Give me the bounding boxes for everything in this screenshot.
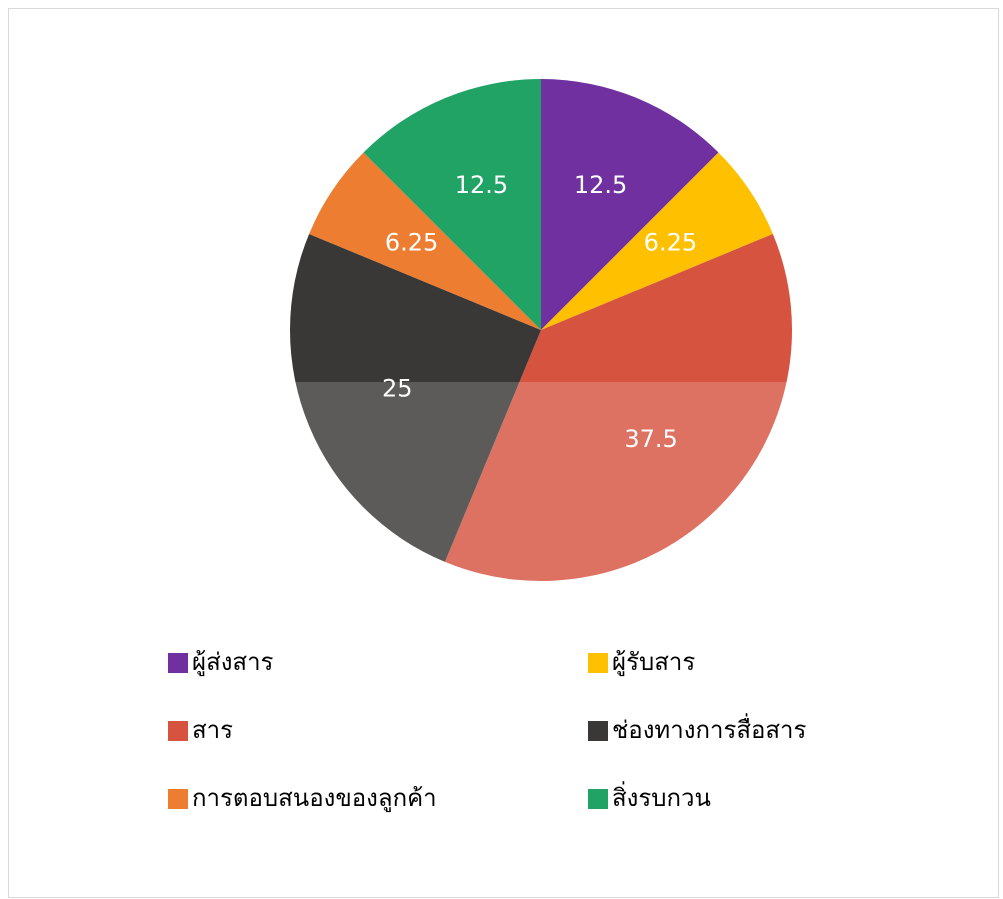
legend-label: สิ่งรบกวน bbox=[612, 781, 711, 812]
data-label: 37.5 bbox=[624, 425, 677, 453]
pie bbox=[289, 79, 792, 581]
labels: 12.5 6.25 37.5 25 6.25 12.5 bbox=[382, 171, 697, 453]
legend-swatch bbox=[168, 721, 188, 741]
legend-swatch bbox=[168, 653, 188, 673]
pie-slice bbox=[289, 233, 541, 562]
pie-slice bbox=[444, 233, 792, 581]
data-label: 25 bbox=[382, 375, 413, 403]
data-label: 12.5 bbox=[455, 171, 508, 199]
legend-label: ช่องทางการสื่อสาร bbox=[612, 713, 807, 744]
watermark-fade bbox=[9, 382, 998, 897]
pie-slice bbox=[309, 152, 541, 330]
legend-label: ผู้รับสาร bbox=[612, 648, 695, 677]
legend-swatch bbox=[588, 653, 608, 673]
pie-slice bbox=[363, 79, 541, 330]
pie-slice bbox=[541, 152, 773, 330]
legend-swatch bbox=[168, 789, 188, 809]
legend-label: การตอบสนองของลูกค้า bbox=[192, 784, 437, 813]
data-label: 6.25 bbox=[644, 229, 697, 257]
data-label: 6.25 bbox=[385, 229, 438, 257]
legend-label: สาร bbox=[192, 716, 233, 744]
legend-label: ผู้ส่งสาร bbox=[192, 648, 274, 677]
legend-swatch bbox=[588, 789, 608, 809]
pie-slice bbox=[541, 79, 719, 330]
data-label: 12.5 bbox=[574, 171, 627, 199]
legend-swatch bbox=[588, 721, 608, 741]
